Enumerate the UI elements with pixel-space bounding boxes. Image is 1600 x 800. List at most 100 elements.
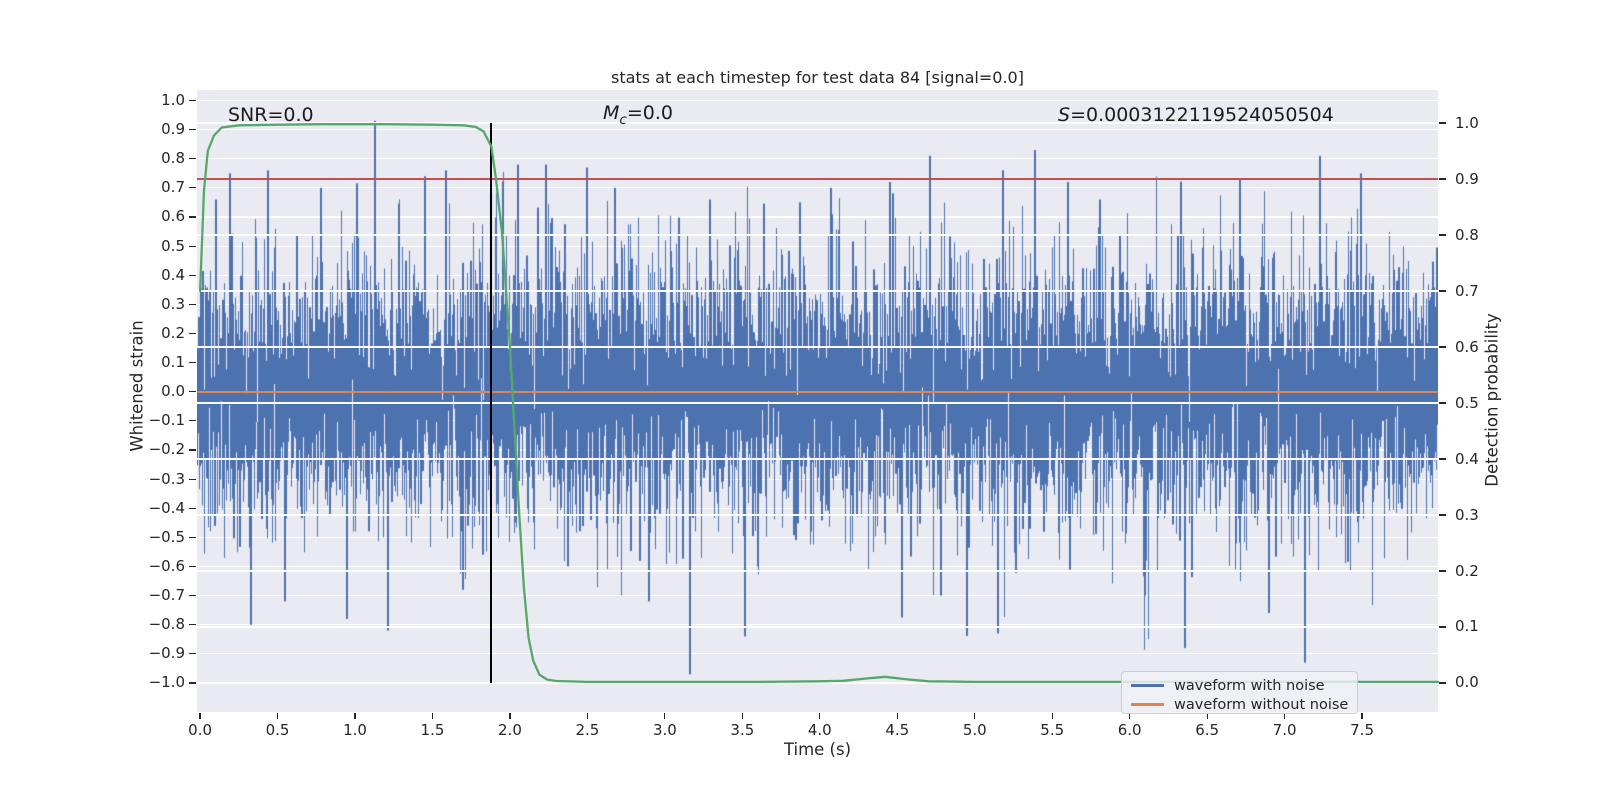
- gridline-right: [197, 290, 1438, 292]
- x-tick-mark: [974, 713, 976, 719]
- left-y-tick-mark: [189, 420, 196, 422]
- right-y-tick-mark: [1439, 346, 1446, 348]
- left-y-tick-mark: [189, 332, 196, 335]
- x-axis-label: Time (s): [783, 740, 852, 759]
- left-y-tick-mark: [189, 274, 196, 276]
- legend-label: waveform with noise: [1174, 677, 1325, 694]
- gridline-right: [197, 122, 1438, 124]
- x-tick-mark: [1051, 713, 1053, 719]
- right-y-tick-mark: [1439, 234, 1446, 236]
- left-y-tick-label: −0.5: [148, 527, 185, 546]
- legend-entry-clean: waveform without noise: [1131, 695, 1357, 714]
- left-y-tick-label: −0.8: [148, 615, 185, 634]
- left-y-tick-label: −0.6: [148, 556, 185, 575]
- x-tick-label: 2.0: [498, 721, 522, 739]
- left-y-tick-mark: [189, 187, 196, 189]
- x-tick-mark: [819, 713, 821, 719]
- annotation-snr: SNR=0.0: [228, 104, 314, 126]
- left-y-tick-mark: [189, 624, 196, 626]
- left-y-tick-mark: [189, 391, 196, 393]
- right-y-tick-mark: [1439, 290, 1446, 292]
- x-tick-mark: [431, 713, 434, 719]
- x-tick-mark: [509, 713, 511, 719]
- left-y-tick-label: 0.5: [161, 236, 185, 255]
- x-tick-label: 6.0: [1117, 721, 1142, 739]
- right-y-tick-label: 0.9: [1455, 169, 1479, 188]
- left-y-tick-mark: [189, 362, 196, 364]
- left-y-tick-mark: [189, 158, 196, 160]
- right-y-tick-label: 0.1: [1455, 617, 1479, 636]
- right-y-tick-label: 0.4: [1455, 449, 1479, 468]
- legend-line-sample-blue: [1131, 684, 1164, 687]
- left-y-tick-mark: [189, 507, 196, 509]
- x-tick-mark: [586, 713, 588, 719]
- x-tick-mark: [1284, 713, 1286, 719]
- left-y-tick-label: −1.0: [148, 673, 185, 692]
- left-y-tick-mark: [189, 682, 196, 684]
- x-tick-label: 4.5: [885, 721, 910, 739]
- left-y-tick-mark: [189, 595, 196, 597]
- left-y-tick-mark: [189, 303, 196, 305]
- left-y-tick-label: 0.2: [161, 323, 185, 342]
- detection-probability-curve: [198, 123, 1440, 684]
- left-y-tick-label: −0.4: [148, 498, 185, 517]
- noise-waveform-series: [197, 90, 1438, 712]
- legend: waveform with noise waveform without noi…: [1121, 671, 1358, 714]
- legend-label: waveform without noise: [1174, 696, 1349, 713]
- right-y-tick-label: 0.8: [1455, 225, 1479, 244]
- right-y-tick-label: 1.0: [1455, 113, 1479, 132]
- right-y-tick-label: 0.5: [1455, 393, 1479, 412]
- clean-waveform-line: [197, 390, 1438, 393]
- left-y-tick-label: −0.7: [148, 586, 185, 605]
- gridline-right: [197, 458, 1438, 460]
- right-y-tick-mark: [1439, 122, 1446, 124]
- left-y-tick-mark: [189, 245, 196, 247]
- right-y-tick-mark: [1439, 682, 1446, 684]
- x-tick-label: 1.0: [343, 721, 367, 739]
- x-tick-mark: [1129, 713, 1131, 719]
- left-y-tick-label: 0.7: [161, 178, 185, 197]
- left-y-tick-mark: [189, 478, 196, 480]
- x-tick-mark: [1206, 713, 1208, 719]
- right-y-tick-mark: [1439, 402, 1446, 404]
- left-y-tick-label: 0.0: [161, 382, 185, 401]
- x-tick-mark: [276, 713, 279, 719]
- x-tick-label: 5.5: [1040, 721, 1065, 739]
- left-y-tick-label: 0.3: [161, 294, 185, 313]
- left-y-tick-mark: [189, 653, 196, 655]
- right-y-tick-label: 0.0: [1455, 673, 1479, 692]
- annotation-chirp-mass: Mc=0.0: [603, 102, 673, 128]
- left-y-tick-mark: [189, 536, 196, 538]
- left-y-tick-mark: [189, 99, 196, 102]
- right-axis-gridlines: [197, 90, 1438, 712]
- x-tick-mark: [1361, 713, 1363, 719]
- right-y-tick-mark: [1439, 570, 1446, 572]
- event-time-marker-line: [490, 123, 493, 683]
- x-tick-label: 2.5: [575, 721, 600, 739]
- x-tick-label: 3.5: [730, 721, 755, 739]
- plot-area: [197, 90, 1440, 712]
- right-y-tick-label: 0.7: [1455, 281, 1479, 300]
- x-tick-label: 7.0: [1272, 721, 1297, 739]
- gridline-right: [197, 514, 1438, 516]
- right-y-tick-label: 0.2: [1455, 561, 1479, 580]
- left-y-axis-label: Whitened strain: [127, 320, 147, 452]
- right-y-tick-label: 0.6: [1455, 337, 1479, 356]
- left-y-tick-label: −0.3: [148, 469, 185, 488]
- left-y-tick-label: 0.4: [161, 265, 185, 284]
- gridline-right: [197, 402, 1438, 404]
- legend-entry-noise: waveform with noise: [1131, 676, 1357, 695]
- gridline-right: [197, 682, 1438, 684]
- x-tick-label: 1.5: [420, 721, 445, 739]
- x-tick-mark: [354, 713, 356, 719]
- left-y-tick-label: −0.2: [148, 440, 185, 459]
- right-y-tick-mark: [1439, 178, 1446, 180]
- gridline-right: [197, 570, 1438, 572]
- right-y-tick-label: 0.3: [1455, 505, 1479, 524]
- left-y-tick-label: 0.6: [161, 207, 185, 226]
- left-y-tick-label: 1.0: [161, 90, 185, 109]
- x-tick-label: 6.5: [1195, 721, 1220, 739]
- right-y-axis-label: Detection probability: [1482, 313, 1502, 487]
- left-y-tick-mark: [189, 129, 196, 131]
